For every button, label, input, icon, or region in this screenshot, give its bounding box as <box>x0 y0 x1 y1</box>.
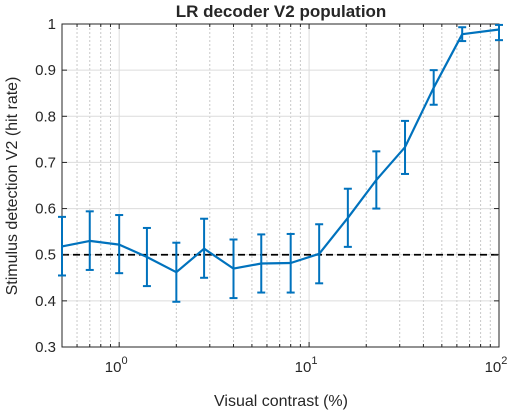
error-bar <box>200 217 209 279</box>
y-tick-label: 0.7 <box>35 154 56 171</box>
series-line <box>61 28 500 274</box>
error-bar <box>58 215 66 277</box>
error-bar <box>458 26 467 43</box>
y-tick-label: 0.4 <box>35 293 56 310</box>
chart-title: LR decoder V2 population <box>176 2 387 21</box>
x-axis-label: Visual contrast (%) <box>214 393 348 410</box>
error-bar <box>429 69 438 106</box>
error-bar <box>315 223 324 285</box>
y-axis-label: Stimulus detection V2 (hit rate) <box>4 77 21 296</box>
error-bar <box>401 119 410 175</box>
error-bar <box>142 226 151 288</box>
error-bar <box>172 241 181 303</box>
y-tick-label: 0.6 <box>35 201 56 218</box>
plot-border <box>61 23 500 348</box>
y-tick-label: 0.9 <box>35 62 56 79</box>
error-bar <box>286 232 295 294</box>
x-tick-labels: 100 101 102 <box>105 355 508 376</box>
y-tick-label: 0.3 <box>35 339 56 356</box>
series-layer <box>58 23 503 303</box>
error-bar <box>372 150 381 210</box>
y-tick-labels: 0.3 0.4 0.5 0.6 0.7 0.8 0.9 1 <box>35 16 56 356</box>
error-bar <box>343 187 352 248</box>
x-tick-label: 101 <box>295 355 318 376</box>
error-bar <box>85 210 94 271</box>
error-bar <box>495 23 503 42</box>
error-bar <box>257 233 266 294</box>
plot-area-border <box>61 23 500 348</box>
x-tick-label: 100 <box>105 355 128 376</box>
error-bar <box>115 214 124 275</box>
y-tick-label: 0.8 <box>35 108 56 125</box>
y-tick-label: 0.5 <box>35 247 56 264</box>
error-bar <box>229 238 238 300</box>
y-tick-label: 1 <box>48 16 56 33</box>
x-tick-label: 102 <box>485 355 508 376</box>
